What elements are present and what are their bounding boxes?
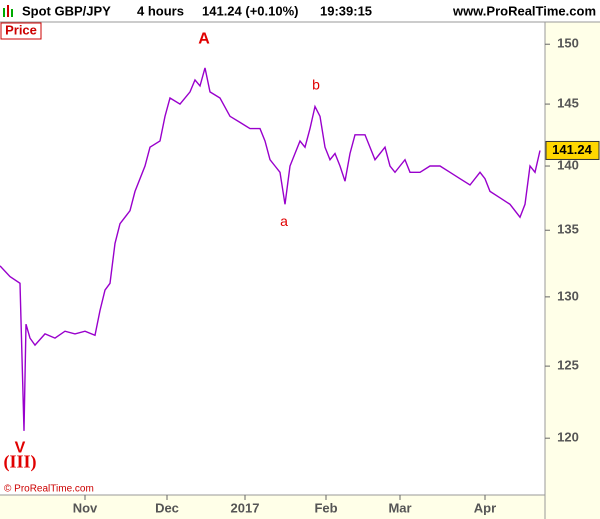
x-tick-label: Apr: [474, 500, 496, 515]
y-axis-panel: [545, 22, 600, 519]
y-tick-label: 130: [557, 288, 579, 303]
annotation: A: [198, 31, 210, 48]
header-icon: [3, 5, 13, 17]
x-tick-label: Mar: [388, 500, 411, 515]
header-timeframe: 4 hours: [137, 3, 184, 18]
panel-label-box: [0, 22, 42, 40]
x-tick-label: Nov: [73, 500, 98, 515]
x-tick-label: 2017: [231, 500, 260, 515]
price-line: [0, 67, 541, 431]
header-time: 19:39:15: [320, 3, 372, 18]
x-tick-label: Feb: [314, 500, 337, 515]
annotation: (III): [3, 452, 36, 473]
copyright: © ProRealTime.com: [4, 484, 94, 495]
x-axis-panel: [0, 495, 545, 519]
y-tick-label: 150: [557, 36, 579, 51]
y-tick-label: 125: [557, 358, 579, 373]
y-tick-label: 135: [557, 222, 579, 237]
last-price-box: [545, 140, 600, 160]
y-tick-label: 145: [557, 96, 579, 111]
header-quote: 141.24 (+0.10%): [202, 3, 298, 18]
header-site: www.ProRealTime.com: [452, 3, 596, 18]
annotation: b: [312, 77, 320, 93]
last-price-label: 141.24: [552, 142, 593, 157]
panel-label: Price: [5, 22, 37, 37]
x-tick-label: Dec: [155, 500, 179, 515]
y-tick-label: 120: [557, 430, 579, 445]
annotation: V: [15, 440, 26, 457]
y-tick-label: 140: [557, 157, 579, 172]
header-symbol: Spot GBP/JPY: [22, 3, 111, 18]
annotation: a: [280, 213, 288, 229]
